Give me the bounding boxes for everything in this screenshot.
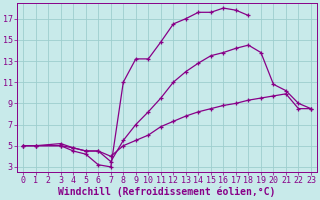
X-axis label: Windchill (Refroidissement éolien,°C): Windchill (Refroidissement éolien,°C): [58, 187, 276, 197]
